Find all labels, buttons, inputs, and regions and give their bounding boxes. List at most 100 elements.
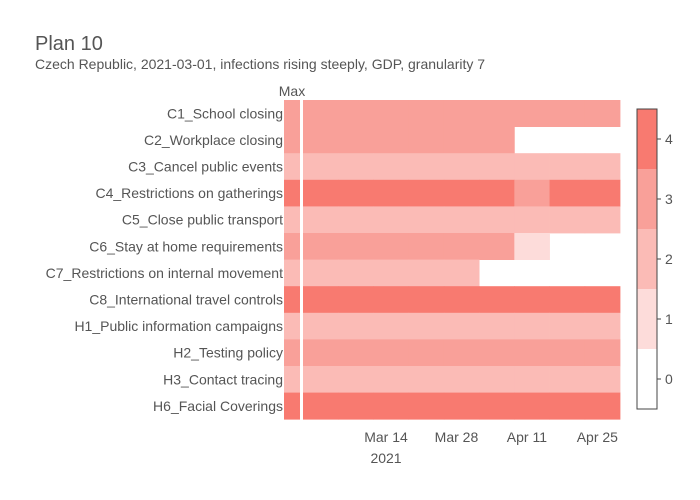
heatmap-cell [303,153,339,181]
colorbar-segment [637,289,657,349]
heatmap-cell [514,179,550,207]
heatmap-cell [408,233,445,260]
x-tick-label: Apr 11 [507,429,547,445]
heatmap-cell [549,206,586,234]
heatmap-row: C6_Stay at home requirements [89,233,550,260]
heatmap-cell [443,179,480,207]
heatmap-cell [338,392,374,420]
heatmap-cell [479,312,515,340]
colorbar-segment [637,229,657,289]
max-cell [284,259,300,287]
colorbar-tick-label: 1 [665,311,673,327]
heatmap-cell [338,153,374,181]
heatmap-cell [338,366,374,393]
heatmap-cell [408,126,445,154]
heatmap-cell [338,179,374,207]
heatmap-row: C4_Restrictions on gatherings [95,179,621,207]
heatmap-cell [549,100,586,127]
max-cell [284,366,300,393]
row-label: C6_Stay at home requirements [89,238,283,254]
heatmap-cell [514,233,550,260]
colorbar-segment [637,349,657,409]
heatmap-cell [443,286,480,314]
row-label: C1_School closing [167,105,283,121]
heatmap-cell [479,366,515,393]
heatmap-cell [303,206,339,234]
heatmap-cell [443,153,480,181]
heatmap-cell [549,312,586,340]
max-cell [284,339,300,367]
heatmap-cell [338,259,374,287]
heatmap-cell [303,392,339,420]
max-cell [284,392,300,420]
heatmap-cell [443,366,480,393]
colorbar-segment [637,169,657,229]
heatmap-cell [443,312,480,340]
max-cell [284,312,300,340]
heatmap-cell [408,286,445,314]
heatmap-cell [303,312,339,340]
heatmap-row: C5_Close public transport [122,206,621,234]
heatmap-cell [408,312,445,340]
max-cell [284,153,300,181]
heatmap-cell [479,286,515,314]
row-label: C5_Close public transport [122,212,283,228]
heatmap-cell [514,339,550,367]
max-cell [284,233,300,260]
heatmap-row: C2_Workplace closing [144,126,515,154]
max-cell [284,179,300,207]
heatmap-cell [584,100,621,127]
heatmap-cell [514,392,550,420]
heatmap-cell [338,339,374,367]
max-column-label: Max [279,83,305,99]
heatmap-cell [443,100,480,127]
heatmap-cell [479,100,515,127]
heatmap-cell [584,392,621,420]
heatmap-cell [514,366,550,393]
heatmap-cell [584,206,621,234]
heatmap-cell [408,179,445,207]
heatmap-cell [479,233,515,260]
heatmap-cell [479,153,515,181]
heatmap-cell [584,312,621,340]
heatmap-cell [338,126,374,154]
heatmap-cell [408,366,445,393]
row-label: C2_Workplace closing [144,132,283,148]
heatmap-cell [303,259,339,287]
heatmap-row: H3_Contact tracing [163,366,621,393]
heatmap-cell [303,339,339,367]
colorbar-tick-label: 2 [665,251,673,267]
heatmap-cell [584,339,621,367]
heatmap-cell [549,366,586,393]
heatmap-row: C3_Cancel public events [128,153,621,181]
heatmap-row: C1_School closing [167,100,621,127]
heatmap-cell [338,233,374,260]
heatmap-cell [549,339,586,367]
heatmap-cell [303,366,339,393]
colorbar-tick-label: 4 [665,131,673,147]
heatmap-cell [514,100,550,127]
row-label: H6_Facial Coverings [153,398,283,414]
x-tick-year: 2021 [370,450,401,466]
max-cell [284,100,300,127]
row-label: H2_Testing policy [173,345,283,361]
row-label: H1_Public information campaigns [74,318,283,334]
heatmap-cell [549,392,586,420]
heatmap-cell [443,206,480,234]
row-label: C3_Cancel public events [128,159,283,175]
heatmap-cell [443,259,480,287]
heatmap-cell [338,312,374,340]
heatmap-cell [584,366,621,393]
heatmap-cell [373,179,410,207]
heatmap-cell [373,100,410,127]
heatmap-cell [514,206,550,234]
heatmap-cell [479,126,515,154]
colorbar-segment [637,109,657,169]
heatmap-cell [303,179,339,207]
heatmap-cell [514,312,550,340]
heatmap-row: H6_Facial Coverings [153,392,621,420]
heatmap-cell [408,259,445,287]
heatmap-cell [408,339,445,367]
heatmap-cell [373,339,410,367]
